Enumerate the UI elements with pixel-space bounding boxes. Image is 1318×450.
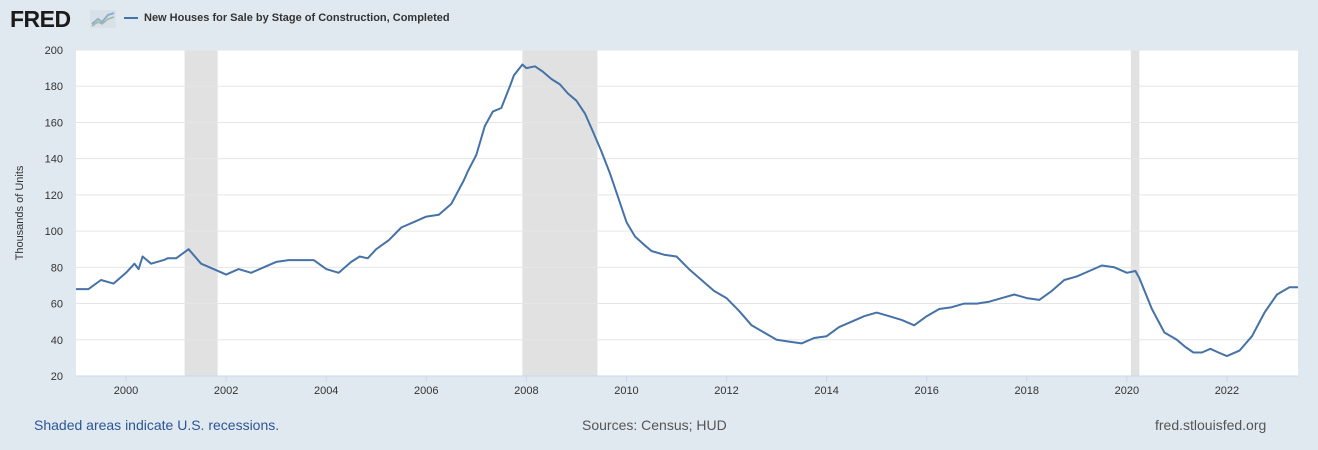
x-tick-label: 2006 <box>414 385 438 397</box>
x-tick-label: 2014 <box>814 385 838 397</box>
site-link[interactable]: fred.stlouisfed.org <box>1155 417 1267 433</box>
x-tick-label: 2020 <box>1115 385 1139 397</box>
grid-lines <box>76 49 1298 377</box>
x-tick-label: 2008 <box>514 385 538 397</box>
x-tick-label: 2016 <box>914 385 938 397</box>
x-tick-label: 2000 <box>114 385 138 397</box>
y-tick-label: 200 <box>45 45 63 57</box>
series-group <box>76 63 1298 358</box>
x-tick-label: 2002 <box>214 385 238 397</box>
legend: New Houses for Sale by Stage of Construc… <box>124 12 450 24</box>
y-tick-label: 160 <box>45 117 63 129</box>
x-tick-label: 2010 <box>614 385 638 397</box>
legend-swatch <box>124 17 138 19</box>
x-tick-label: 2018 <box>1015 385 1039 397</box>
recession-band <box>184 50 218 376</box>
y-axis-label: Thousands of Units <box>14 165 26 260</box>
recession-band <box>1130 50 1140 376</box>
y-tick-label: 120 <box>45 190 63 202</box>
y-tick-label: 140 <box>45 154 63 166</box>
y-tick-label: 60 <box>51 299 63 311</box>
chart-header: FRED New Houses for Sale by Stage of Con… <box>0 0 1318 40</box>
series-line <box>76 63 1298 358</box>
recession-note[interactable]: Shaded areas indicate U.S. recessions. <box>34 417 280 433</box>
y-tick-label: 20 <box>51 371 63 383</box>
y-axis-ticks: 20 40 60 80 100 120 140 160 180 200 <box>45 45 63 383</box>
y-tick-label: 180 <box>45 81 63 93</box>
plot-background <box>76 50 1298 376</box>
sources-text: Sources: Census; HUD <box>582 417 727 433</box>
x-axis-ticks: 2000 2002 2004 2006 2008 2010 2012 2014 2016 2018… <box>76 375 1298 397</box>
legend-label[interactable]: New Houses for Sale by Stage of Construc… <box>144 12 450 24</box>
x-tick-label: 2012 <box>714 385 738 397</box>
y-tick-label: 80 <box>51 262 63 274</box>
y-tick-label: 40 <box>51 335 63 347</box>
fred-logo[interactable]: FRED <box>10 6 71 32</box>
y-tick-label: 100 <box>45 226 63 238</box>
recession-band <box>522 50 598 376</box>
fred-graph-logo-icon <box>90 10 116 28</box>
x-tick-label: 2022 <box>1215 385 1239 397</box>
x-tick-label: 2004 <box>314 385 338 397</box>
recession-shading <box>184 50 1140 376</box>
